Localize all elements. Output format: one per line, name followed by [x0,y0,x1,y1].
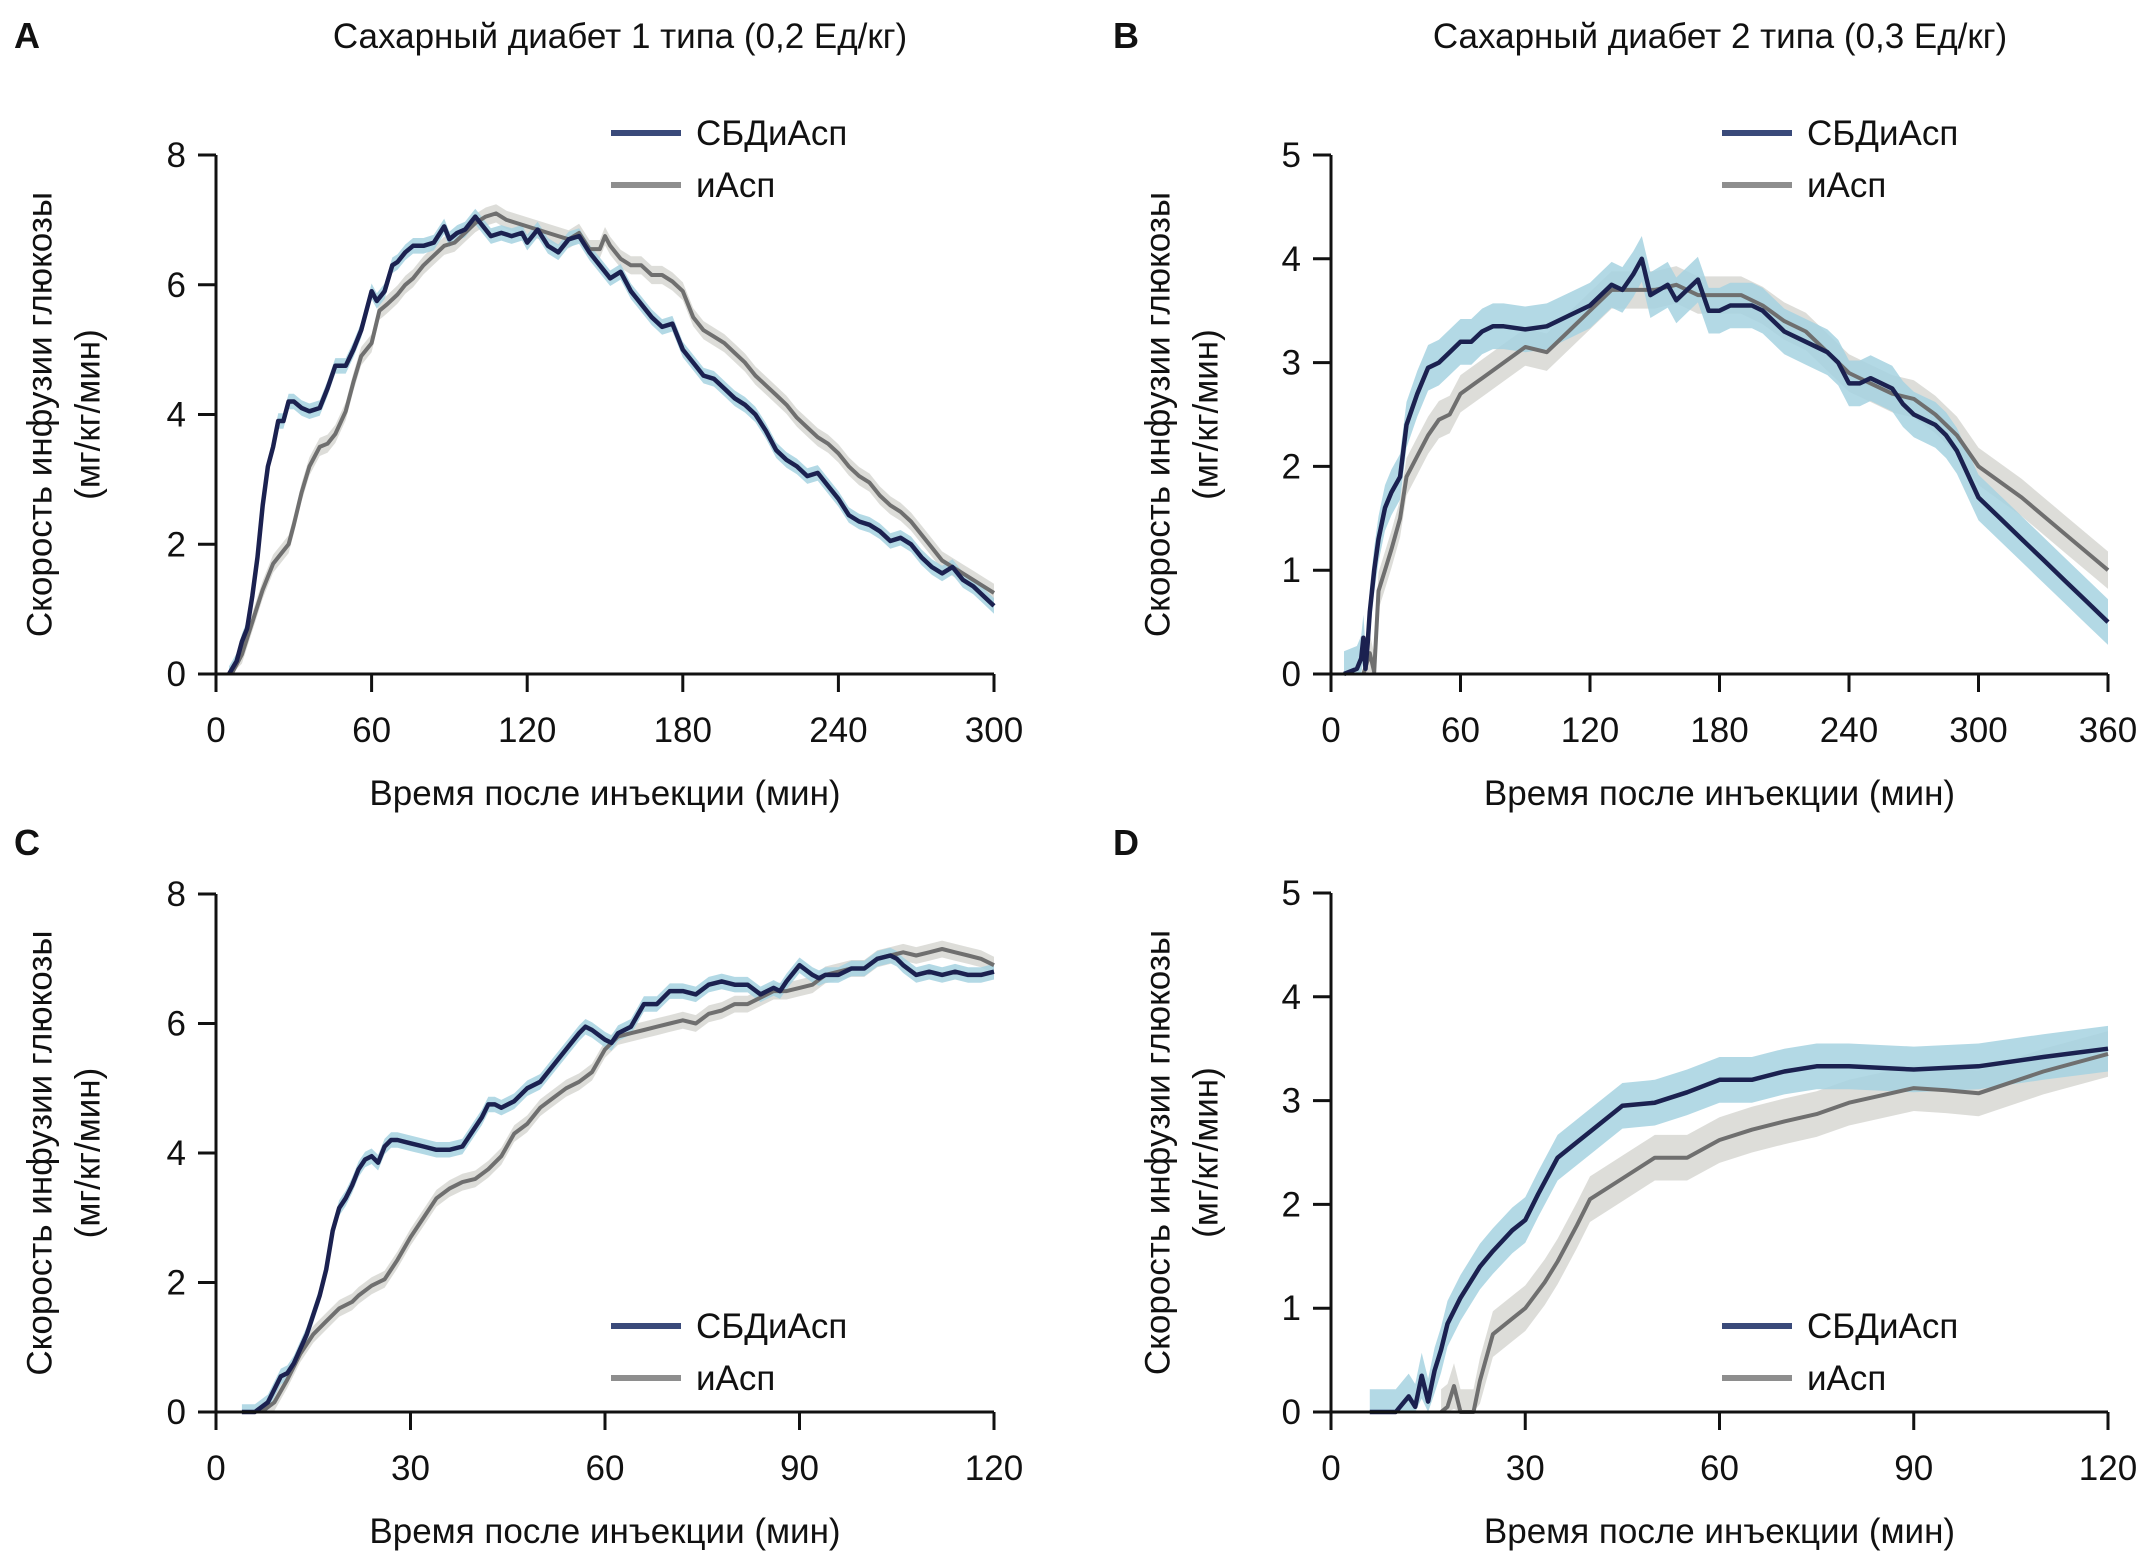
x-tick-label: 300 [965,711,1023,750]
panel-title: Сахарный диабет 2 типа (0,3 Ед/кг) [1433,17,2007,56]
x-tick-label: 120 [498,711,556,750]
confidence-band-iasp [261,940,994,1412]
y-axis-label: Скорость инфузии глюкозы [1138,192,1177,637]
y-tick-label: 1 [1282,1289,1301,1328]
x-tick-label: 120 [1561,711,1619,750]
panel-letter: D [1113,822,1139,863]
legend-label-sbdiasp: СБДиАсп [696,114,847,153]
legend-label-iasp: иАсп [696,166,775,205]
x-tick-label: 360 [2079,711,2137,750]
y-axis-label: Скорость инфузии глюкозы [20,930,59,1375]
y-tick-label: 4 [167,396,186,435]
y-axis-unit-label: (мг/кг/мин) [68,1068,107,1239]
x-tick-label: 120 [2079,1449,2137,1488]
legend-label-sbdiasp: СБДиАсп [696,1307,847,1346]
panel-letter: A [14,15,40,56]
y-tick-label: 6 [167,1005,186,1044]
panel-b: B Сахарный диабет 2 типа (0,3 Ед/кг) 0 60… [1113,15,2137,813]
x-tick-label: 60 [352,711,391,750]
y-tick-label: 2 [167,1264,186,1303]
x-tick-label: 0 [1321,1449,1340,1488]
x-tick-label: 30 [391,1449,430,1488]
y-axis-unit-label: (мг/кг/мин) [68,329,107,500]
x-tick-label: 180 [654,711,712,750]
panel-d: D 0 30 60 90 120 0 1 2 3 4 5 Время после инъекции (… [1113,822,2137,1551]
y-tick-label: 8 [167,136,186,175]
y-tick-label: 1 [1282,551,1301,590]
y-tick-label: 2 [167,525,186,564]
series-line-iasp [229,211,996,675]
panel-c: C 0 30 60 90 120 0 2 4 6 8 Время после инъекции (м… [14,822,1023,1551]
x-tick-label: 60 [586,1449,625,1488]
x-tick-label: 0 [206,711,225,750]
y-tick-label: 5 [1282,874,1301,913]
series-line-sbdiasp [241,953,995,1415]
legend: СБДиАсп иАсп [611,114,847,205]
y-axis-unit-label: (мг/кг/мин) [1186,329,1225,500]
series-line-sbdiasp [1369,1046,2109,1415]
y-tick-label: 2 [1282,447,1301,486]
y-axis-unit-label: (мг/кг/мин) [1186,1067,1225,1238]
series-line-iasp [260,947,995,1414]
y-tick-label: 0 [167,1393,186,1432]
legend-label-sbdiasp: СБДиАсп [1807,114,1958,153]
x-axis-label: Время после инъекции (мин) [1484,1512,1955,1551]
y-tick-label: 2 [1282,1185,1301,1224]
legend-label-iasp: иАсп [1807,1359,1886,1398]
x-tick-label: 30 [1506,1449,1545,1488]
x-axis-label: Время после инъекции (мин) [369,774,840,813]
x-axis-label: Время после инъекции (мин) [1484,774,1955,813]
legend: СБДиАсп иАсп [611,1307,847,1398]
plot-area [241,940,995,1415]
panel-letter: C [14,822,40,863]
plot-area [1369,1025,2109,1415]
y-tick-label: 3 [1282,344,1301,383]
x-tick-label: 0 [206,1449,225,1488]
y-tick-label: 0 [167,655,186,694]
panel-title: Сахарный диабет 1 типа (0,2 Ед/кг) [333,17,907,56]
y-tick-label: 0 [1282,655,1301,694]
y-axis-label: Скорость инфузии глюкозы [1138,930,1177,1375]
y-tick-label: 3 [1282,1082,1301,1121]
confidence-band-sbdiasp [1344,236,2108,674]
confidence-band-sbdiasp [241,947,994,1412]
confidence-band-sbdiasp [1369,1025,2108,1412]
x-tick-label: 120 [965,1449,1023,1488]
x-tick-label: 240 [809,711,867,750]
y-axis-label: Скорость инфузии глюкозы [20,192,59,637]
x-tick-label: 90 [1894,1449,1933,1488]
series-line-sbdiasp [227,214,996,676]
x-tick-label: 60 [1441,711,1480,750]
x-tick-label: 240 [1820,711,1878,750]
x-tick-label: 0 [1321,711,1340,750]
x-tick-label: 60 [1700,1449,1739,1488]
legend-label-iasp: иАсп [1807,166,1886,205]
y-tick-label: 4 [1282,240,1301,279]
plot-area [227,204,996,676]
x-tick-label: 300 [1949,711,2007,750]
plot-area [1343,236,2110,677]
panel-a: A Сахарный диабет 1 типа (0,2 Ед/кг) 0 60… [14,15,1023,813]
y-tick-label: 4 [1282,978,1301,1017]
y-tick-label: 8 [167,875,186,914]
y-tick-label: 4 [167,1134,186,1173]
legend: СБДиАсп иАсп [1722,114,1958,205]
legend-label-iasp: иАсп [696,1359,775,1398]
x-axis-label: Время после инъекции (мин) [369,1512,840,1551]
y-tick-label: 5 [1282,136,1301,175]
confidence-band-iasp [1363,266,2108,674]
x-tick-label: 90 [780,1449,819,1488]
panel-letter: B [1113,15,1139,56]
x-tick-label: 180 [1690,711,1748,750]
legend-label-sbdiasp: СБДиАсп [1807,1307,1958,1346]
series-line-sbdiasp [1343,256,2110,677]
legend: СБДиАсп иАсп [1722,1307,1958,1398]
y-tick-label: 6 [167,266,186,305]
y-tick-label: 0 [1282,1393,1301,1432]
